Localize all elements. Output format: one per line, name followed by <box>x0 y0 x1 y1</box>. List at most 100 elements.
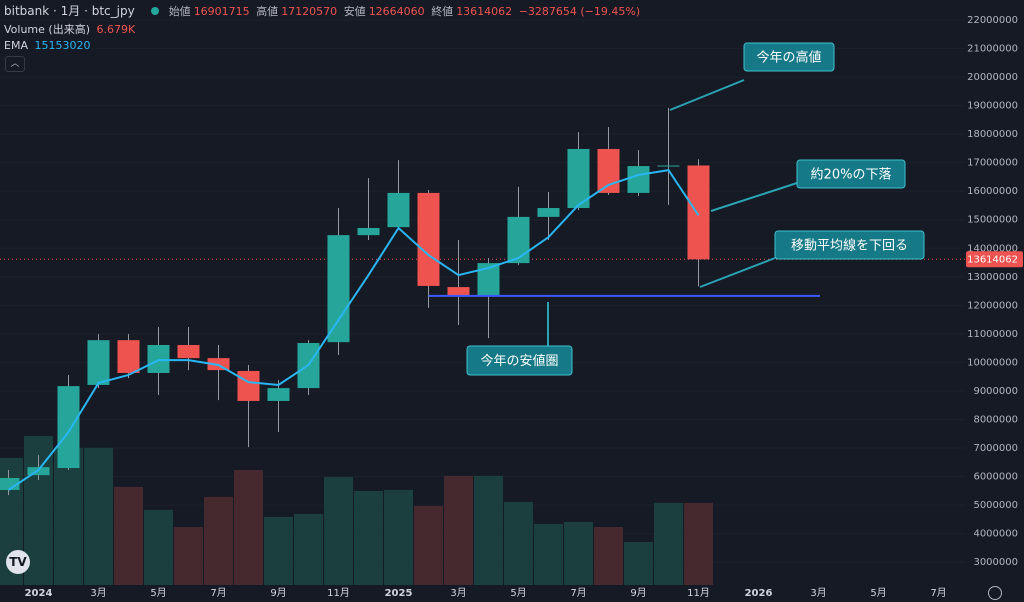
volume-value: 6.679K <box>96 23 136 36</box>
candle-body <box>177 345 200 359</box>
candle-body <box>687 165 710 260</box>
y-tick-label: 20000000 <box>967 72 1018 83</box>
callout-pointer <box>699 257 776 288</box>
header-row: bitbank · 1月 · btc_jpy 始値 16901715 高値 1712… <box>4 2 643 19</box>
y-tick-label: 8000000 <box>973 414 1018 425</box>
volume-bar <box>114 486 143 585</box>
callout-pointer <box>669 79 745 111</box>
candle-body <box>117 340 140 373</box>
x-tick-label: 5月 <box>150 587 166 599</box>
volume-bar <box>294 513 323 585</box>
volume-bar <box>354 490 383 585</box>
x-tick-label: 9月 <box>630 587 646 599</box>
x-tick-label: 9月 <box>270 587 286 599</box>
volume-bar <box>234 469 263 585</box>
callout-box <box>796 159 906 189</box>
x-tick-label: 3月 <box>450 587 466 599</box>
volume-bar <box>684 502 713 585</box>
candle-body <box>567 148 590 209</box>
volume-bar <box>264 516 293 585</box>
y-tick-label: 11000000 <box>967 329 1018 340</box>
collapse-button[interactable]: ︿ <box>5 56 25 72</box>
price-label-bg <box>966 251 1023 268</box>
candle-body <box>597 148 620 193</box>
volume-bar <box>174 526 203 585</box>
callout-text: 約20%の下落 <box>811 168 892 183</box>
volume-bar <box>564 521 593 585</box>
volume-bar <box>54 447 83 585</box>
ema-line <box>7 168 700 491</box>
ema-value: 15153020 <box>34 39 91 52</box>
logo[interactable]: TV <box>6 550 30 574</box>
x-tick-label: 2024 <box>25 588 53 599</box>
volume-bar <box>144 509 173 585</box>
settings-icon[interactable] <box>988 586 1002 600</box>
callout-box <box>466 345 573 376</box>
y-tick-label: 10000000 <box>967 357 1018 368</box>
candle-body <box>267 388 290 401</box>
y-tick-label: 21000000 <box>967 44 1018 55</box>
volume-bar <box>84 447 113 585</box>
volume-bar <box>624 541 653 585</box>
y-tick-label: 7000000 <box>973 443 1018 454</box>
callout-box <box>743 42 835 72</box>
y-tick-label: 3000000 <box>973 557 1018 568</box>
candle-body <box>507 216 530 264</box>
x-tick-label: 2025 <box>385 588 413 599</box>
ema-row: EMA 15153020 <box>4 39 93 52</box>
status-dot <box>151 7 160 15</box>
volume-bar <box>414 505 443 585</box>
x-tick-label: 5月 <box>510 587 526 599</box>
low-label: 安値 <box>343 5 366 18</box>
callout-text: 移動平均線を下回る <box>791 238 908 254</box>
candle-body <box>417 192 440 286</box>
volume-label: Volume (出来高) <box>4 23 90 36</box>
y-tick-label: 6000000 <box>973 472 1018 483</box>
candle-body <box>387 192 410 228</box>
volume-row: Volume (出来高) 6.679K <box>4 21 138 37</box>
y-tick-label: 12000000 <box>967 300 1018 311</box>
volume-bar <box>534 523 563 585</box>
x-tick-label: 7月 <box>930 587 946 599</box>
candle-body <box>537 208 560 217</box>
candle-body <box>237 370 260 401</box>
volume-bar <box>594 526 623 585</box>
y-tick-label: 5000000 <box>973 500 1018 511</box>
candle-body <box>357 228 380 236</box>
volume-bar <box>474 475 503 585</box>
y-tick-label: 22000000 <box>967 15 1018 26</box>
candle-body <box>477 263 500 296</box>
y-tick-label: 9000000 <box>973 386 1018 397</box>
volume-bar <box>444 475 473 585</box>
candle-body <box>0 477 20 490</box>
callout-text: 今年の高値 <box>756 50 821 66</box>
candle-body <box>147 345 170 373</box>
candle-body <box>327 235 350 343</box>
x-tick-label: 11月 <box>687 587 710 599</box>
y-tick-label: 16000000 <box>967 186 1018 197</box>
close-label: 終値 <box>431 5 454 18</box>
volume-bar <box>384 489 413 585</box>
candle-body <box>657 165 680 167</box>
price-axis-bg <box>965 0 1024 602</box>
x-tick-label: 7月 <box>570 587 586 599</box>
callout-text: 今年の安値圏 <box>480 353 558 369</box>
callout-pointer <box>710 182 798 212</box>
x-tick-label: 2026 <box>745 588 773 599</box>
y-tick-label: 15000000 <box>967 215 1018 226</box>
high-value: 17120570 <box>281 5 338 18</box>
open-label: 始値 <box>168 5 191 18</box>
y-tick-label: 13000000 <box>967 272 1018 283</box>
y-tick-label: 14000000 <box>967 243 1018 254</box>
x-tick-label: 11月 <box>327 587 350 599</box>
low-value: 12664060 <box>368 5 425 18</box>
ema-label: EMA <box>4 39 28 52</box>
candle-body <box>447 287 470 296</box>
change-value: −3287654 (−19.45%) <box>518 5 641 18</box>
close-value: 13614062 <box>456 5 513 18</box>
high-label: 高値 <box>256 5 279 18</box>
x-tick-label: 7月 <box>210 587 226 599</box>
y-tick-label: 4000000 <box>973 529 1018 540</box>
